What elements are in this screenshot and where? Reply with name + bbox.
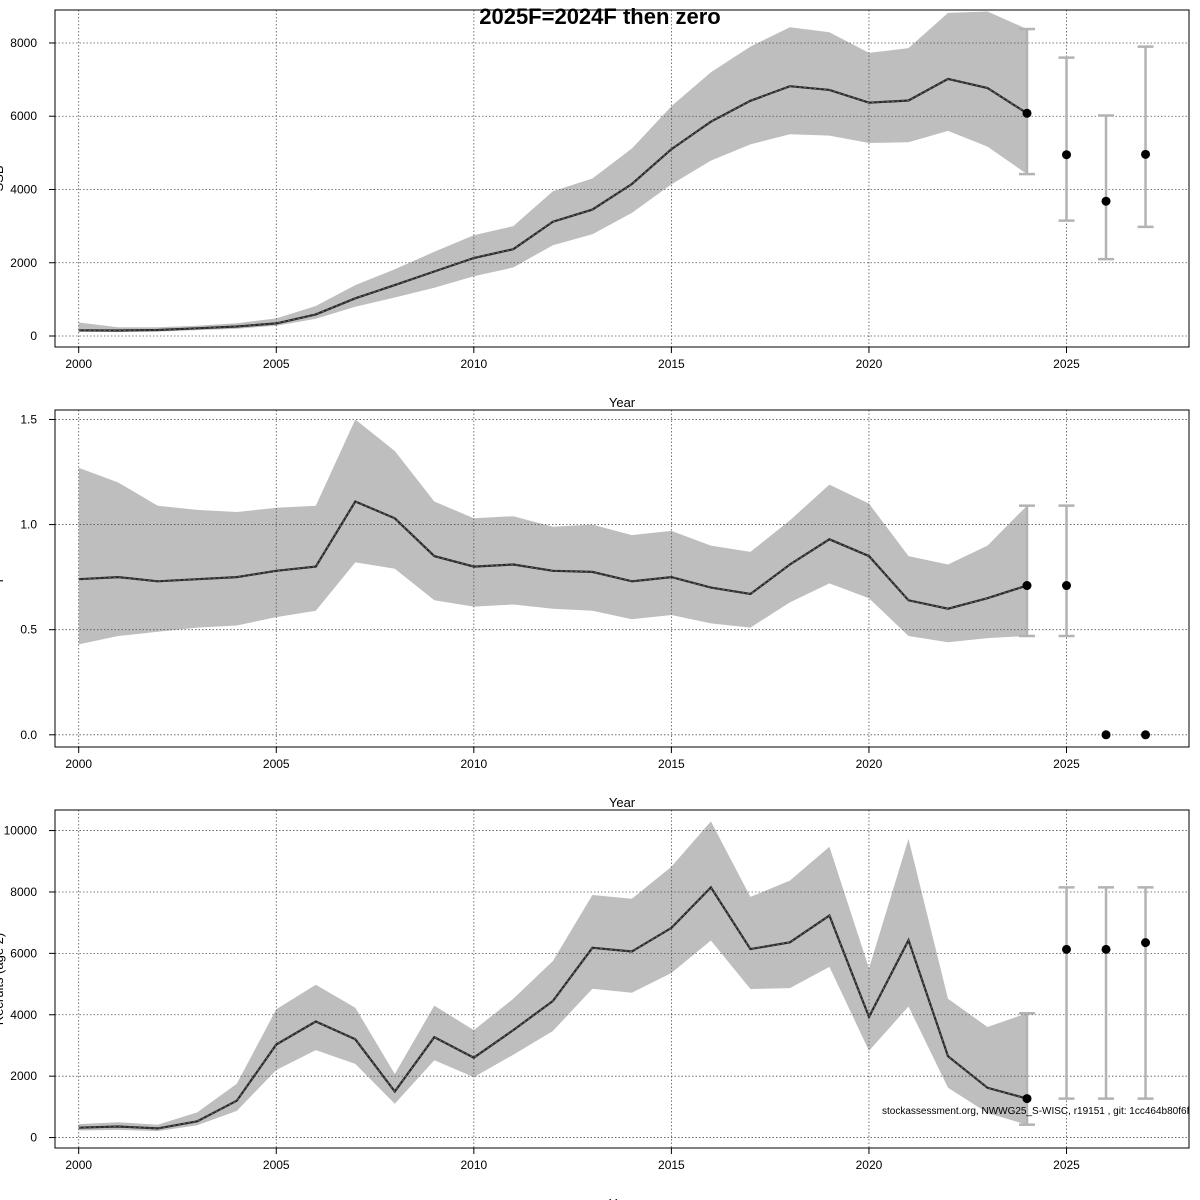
ssb-projection-point: [1062, 150, 1072, 160]
recruitment-y-tick-label: 8000: [10, 885, 37, 899]
ssb-last-year-point: [1022, 108, 1032, 118]
fbar-x-tick-label: 2005: [263, 757, 290, 771]
ssb-x-tick-label: 2015: [658, 357, 685, 371]
fbar-estimate-line: [78, 500, 1028, 610]
fbar-last-year-point: [1022, 581, 1032, 591]
recruitment-y-tick-label: 2000: [10, 1069, 37, 1083]
footer-text: stockassessment.org, NWWG25_S-WISC, r191…: [882, 1106, 1190, 1117]
ssb-confidence-band: [78, 11, 1027, 332]
ssb-y-tick-label: 0: [30, 329, 37, 343]
fbar-x-tick-label: 2015: [658, 757, 685, 771]
fbar-x-tick-label: 2025: [1053, 757, 1080, 771]
ssb-panel: 2000 2005 2010 2015 2020 2025 0 2000 4000 6000 800…: [0, 9, 1190, 410]
figure-title: 2025F=2024F then zero: [479, 4, 721, 29]
fbar-x-axis-label: Year: [609, 795, 636, 810]
fbar-confidence-band: [78, 419, 1027, 645]
recruitment-x-tick-label: 2020: [856, 1158, 883, 1172]
ssb-y-tick-label: 8000: [10, 36, 37, 50]
fbar-projection-point: [1101, 730, 1111, 740]
ssb-x-axis-label: Year: [609, 395, 636, 410]
recruitment-x-tick-label: 2015: [658, 1158, 685, 1172]
ssb-y-axis-label: SSB: [0, 165, 6, 191]
fbar-x-tick-label: 2020: [856, 757, 883, 771]
recruitment-y-tick-label: 10000: [4, 824, 38, 838]
ssb-plot-frame: [54, 9, 1190, 348]
recruitment-plot-frame: [54, 809, 1190, 1149]
ssb-y-tick-label: 4000: [10, 182, 37, 196]
fbar-y-tick-label: 0.5: [20, 623, 37, 637]
ssb-x-tick-label: 2025: [1053, 357, 1080, 371]
fbar-projection-point: [1062, 581, 1072, 591]
recruitment-x-axis-label: Year: [609, 1196, 636, 1200]
recruitment-y-tick-label: 0: [30, 1131, 37, 1145]
recruitment-projection-point: [1062, 944, 1072, 954]
recruitment-estimate-line-dashes: [78, 886, 1028, 1129]
recruitment-x-tick-label: 2010: [460, 1158, 487, 1172]
fbar-panel: 2000 2005 2010 2015 2020 2025 0.0 0.5 1.0 1.5 Year…: [0, 409, 1190, 810]
fbar-y-tick-label: 1.5: [20, 412, 37, 426]
recruitment-y-axis-label: Recruits (age 2): [0, 933, 6, 1025]
recruitment-panel: 2000 2005 2010 2015 2020 2025 0 2000 4000 6000 800…: [0, 809, 1190, 1200]
fbar-x-tick-label: 2010: [460, 757, 487, 771]
ssb-projection-point: [1101, 196, 1111, 206]
ssb-y-tick-label: 2000: [10, 256, 37, 270]
recruitment-projection-point: [1101, 944, 1111, 954]
recruitment-x-tick-label: 2000: [65, 1158, 92, 1172]
recruitment-x-tick-label: 2025: [1053, 1158, 1080, 1172]
ssb-projection-point: [1141, 149, 1151, 159]
fbar-y-tick-label: 1.0: [20, 518, 37, 532]
ssb-estimate-line: [78, 77, 1028, 332]
recruitment-confidence-band: [78, 821, 1027, 1132]
fbar-x-tick-label: 2000: [65, 757, 92, 771]
ssb-x-tick-label: 2010: [460, 357, 487, 371]
recruitment-x-tick-label: 2005: [263, 1158, 290, 1172]
ssb-x-tick-label: 2005: [263, 357, 290, 371]
recruitment-y-tick-label: 4000: [10, 1008, 37, 1022]
ssb-y-tick-label: 6000: [10, 109, 37, 123]
fbar-y-tick-label: 0.0: [20, 728, 37, 742]
recruitment-y-tick-label: 6000: [10, 946, 37, 960]
fbar-plot-frame: [54, 409, 1190, 748]
recruitment-projection-point: [1141, 938, 1151, 948]
ssb-x-tick-label: 2020: [856, 357, 883, 371]
ssb-x-tick-label: 2000: [65, 357, 92, 371]
fbar-y-axis-label: F: [0, 574, 6, 582]
fbar-projection-point: [1141, 730, 1151, 740]
recruitment-last-year-point: [1022, 1094, 1032, 1104]
